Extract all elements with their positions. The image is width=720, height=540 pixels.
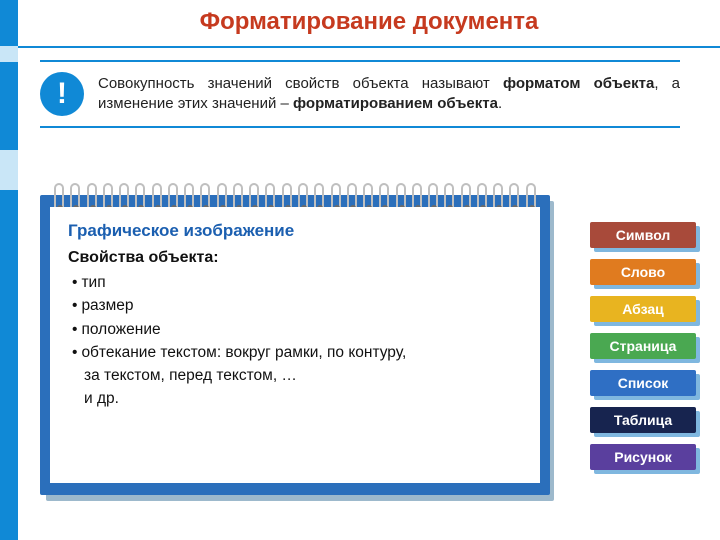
sidebar: Символ Слово Абзац Страница Список Таблица Рис…	[590, 222, 696, 470]
ring-icon	[249, 183, 259, 207]
left-accent-bar	[0, 0, 18, 540]
ring-icon	[428, 183, 438, 207]
ring-icon	[363, 183, 373, 207]
notepad-subheading: Свойства объекта:	[68, 249, 522, 267]
sidebar-item[interactable]: Таблица	[590, 407, 696, 433]
def-text-3: .	[498, 95, 502, 112]
ring-icon	[314, 183, 324, 207]
sidebar-item[interactable]: Страница	[590, 333, 696, 359]
title-bar: Форматирование документа	[18, 0, 720, 46]
ring-icon	[152, 183, 162, 207]
sidebar-item-label: Таблица	[590, 407, 696, 433]
ring-icon	[70, 183, 80, 207]
ring-icon	[331, 183, 341, 207]
notepad-heading: Графическое изображение	[68, 221, 522, 241]
ring-icon	[509, 183, 519, 207]
sidebar-item-label: Абзац	[590, 296, 696, 322]
ring-icon	[379, 183, 389, 207]
list-item: тип	[72, 271, 522, 294]
title-underline	[18, 46, 720, 48]
list-item: положение	[72, 318, 522, 341]
ring-icon	[412, 183, 422, 207]
ring-icon	[168, 183, 178, 207]
ring-icon	[347, 183, 357, 207]
sidebar-item[interactable]: Слово	[590, 259, 696, 285]
ring-icon	[217, 183, 227, 207]
ring-icon	[265, 183, 275, 207]
ring-icon	[282, 183, 292, 207]
sidebar-item-label: Рисунок	[590, 444, 696, 470]
ring-icon	[444, 183, 454, 207]
def-text-1: Совокупность значений свойств объекта на…	[98, 75, 503, 92]
list-item: размер	[72, 294, 522, 317]
ring-icon	[200, 183, 210, 207]
sidebar-item[interactable]: Рисунок	[590, 444, 696, 470]
ring-icon	[477, 183, 487, 207]
ring-icon	[119, 183, 129, 207]
sidebar-item-label: Список	[590, 370, 696, 396]
ring-icon	[526, 183, 536, 207]
ring-icon	[184, 183, 194, 207]
list-item-continuation: и др.	[72, 387, 522, 410]
notepad: Графическое изображение Свойства объекта…	[40, 185, 550, 495]
sidebar-item-label: Слово	[590, 259, 696, 285]
def-bold-2: форматированием объекта	[293, 95, 498, 112]
definition-block: ! Совокупность значений свойств объекта …	[40, 60, 680, 128]
sidebar-item[interactable]: Список	[590, 370, 696, 396]
ring-icon	[87, 183, 97, 207]
sidebar-item-label: Символ	[590, 222, 696, 248]
page-title: Форматирование документа	[18, 8, 720, 36]
notepad-list: типразмерположениеобтекание текстом: вок…	[68, 271, 522, 411]
ring-icon	[54, 183, 64, 207]
ring-icon	[396, 183, 406, 207]
sidebar-item[interactable]: Абзац	[590, 296, 696, 322]
list-item-continuation: за текстом, перед текстом, …	[72, 364, 522, 387]
ring-icon	[135, 183, 145, 207]
sidebar-item-label: Страница	[590, 333, 696, 359]
definition-text: Совокупность значений свойств объекта на…	[98, 74, 680, 115]
ring-icon	[493, 183, 503, 207]
notepad-rings	[54, 183, 536, 209]
def-bold-1: форматом объекта	[503, 75, 654, 92]
ring-icon	[461, 183, 471, 207]
ring-icon	[233, 183, 243, 207]
notepad-page: Графическое изображение Свойства объекта…	[50, 207, 540, 483]
ring-icon	[298, 183, 308, 207]
list-item: обтекание текстом: вокруг рамки, по конт…	[72, 341, 522, 364]
sidebar-item[interactable]: Символ	[590, 222, 696, 248]
ring-icon	[103, 183, 113, 207]
info-icon: !	[40, 72, 84, 116]
